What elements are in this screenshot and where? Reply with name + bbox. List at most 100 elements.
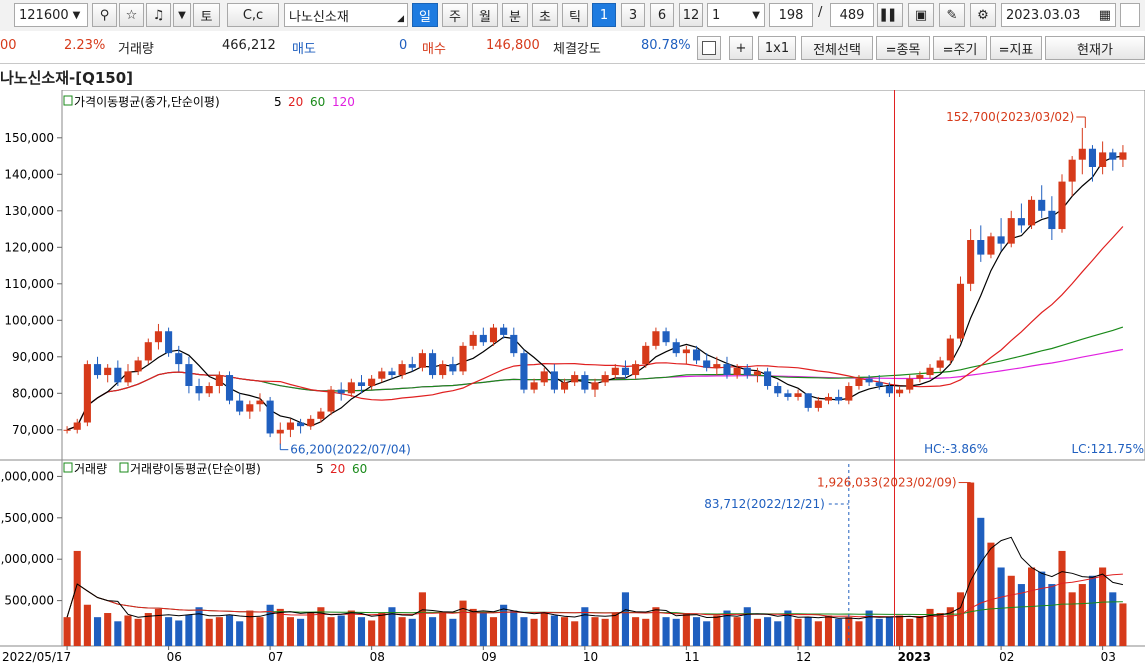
month-label: 10	[583, 650, 598, 664]
volume-bar	[632, 617, 640, 646]
volume-bar	[429, 617, 437, 646]
alert-button[interactable]: ♫	[146, 3, 171, 27]
select-all-button[interactable]: 전체선택	[801, 36, 873, 60]
calendar-icon[interactable]: ▦	[1098, 7, 1111, 23]
current-price-button[interactable]: 현재가	[1045, 36, 1145, 60]
option-checkbox[interactable]	[1120, 3, 1140, 27]
volume-bar	[845, 617, 853, 646]
volume-bar	[571, 621, 579, 646]
candle-body	[246, 404, 254, 412]
volume-legend-icon	[63, 462, 73, 473]
candle-body	[368, 378, 376, 386]
candle-body	[601, 375, 609, 383]
candle-body	[104, 367, 112, 376]
candle-body	[408, 364, 416, 368]
layout-1x1-button[interactable]: 1x1	[758, 36, 796, 60]
candle-body	[144, 342, 152, 361]
candle-body	[1058, 181, 1066, 230]
candle-body	[195, 386, 203, 394]
volume-bar	[83, 604, 91, 646]
draw-button[interactable]: ✎	[939, 3, 965, 27]
price-tick-label: 150,000	[4, 131, 54, 145]
volume-bar	[885, 617, 893, 646]
candle-body	[154, 331, 163, 343]
search-button[interactable]: ⚲	[92, 3, 117, 27]
save-button[interactable]: ▣	[908, 3, 934, 27]
volume-bar	[906, 618, 914, 646]
volume-bar	[266, 604, 274, 646]
candle-body	[337, 389, 345, 394]
tab-period-1[interactable]: 주	[442, 3, 468, 27]
tab-period-2[interactable]: 월	[472, 3, 498, 27]
date-field[interactable]: 2023.03.03 ▦	[1001, 3, 1116, 27]
candle-body	[896, 389, 904, 394]
volume-bar	[956, 592, 965, 646]
tab-period-3[interactable]: 분	[502, 3, 528, 27]
candle-body	[510, 334, 518, 354]
tab-period-5[interactable]: 틱	[562, 3, 588, 27]
corner-triangle-icon: ◢	[397, 14, 404, 24]
volume-bar	[439, 613, 447, 646]
stock-chart[interactable]: 70,000 80,000 90,000 100,000 110,000 120,000 1…	[0, 90, 1145, 664]
item-button[interactable]: =종목	[876, 36, 930, 60]
volume-bar	[926, 608, 934, 646]
month-label: 08	[370, 650, 385, 664]
volume-bar	[337, 615, 345, 646]
candle-body	[276, 429, 284, 434]
candle-body	[804, 393, 812, 408]
favorite-button[interactable]: ☆	[119, 3, 144, 27]
volume-bar	[936, 613, 944, 646]
candle-body	[926, 367, 934, 376]
ma20-line	[66, 226, 1124, 431]
candle-settings-button[interactable]: ▌▌	[877, 3, 903, 27]
volume-bar	[916, 617, 924, 646]
stock-code-combo[interactable]: 121600 ▼	[14, 3, 88, 27]
alert-dropdown[interactable]: ▼	[173, 3, 191, 27]
month-label: 2022/05/17	[2, 650, 71, 664]
chevron-down-icon[interactable]: ▼	[72, 9, 81, 21]
search-icon: ⚲	[99, 7, 110, 23]
price-tick-label: 140,000	[4, 167, 54, 181]
low-annotation: 66,200(2022/07/04)	[290, 443, 411, 457]
candle-body	[357, 382, 366, 386]
settings-button[interactable]: ⚙	[970, 3, 996, 27]
candle-body	[398, 364, 406, 376]
period-num-1[interactable]: 1	[592, 3, 616, 27]
total-count-field[interactable]: 489	[830, 3, 874, 27]
to-button[interactable]: 토	[193, 3, 220, 27]
indicator-button[interactable]: =지표	[990, 36, 1042, 60]
volume-bar	[114, 621, 122, 646]
display-count-field[interactable]: 198	[769, 3, 813, 27]
volume-bar	[124, 615, 132, 646]
ma60-line	[66, 326, 1124, 431]
volume-bar	[1109, 592, 1117, 646]
period-value-combo[interactable]: 1 ▼	[707, 3, 765, 27]
candle-body	[1038, 199, 1046, 211]
add-button[interactable]: +	[729, 36, 753, 60]
volume-bar	[500, 604, 508, 646]
candle-body	[560, 382, 569, 390]
period-num-3[interactable]: 3	[621, 3, 645, 27]
volume-bar	[307, 613, 315, 646]
lc-label: LC:121.75%	[1072, 442, 1145, 456]
stock-name-field[interactable]: 나노신소재 ◢	[284, 3, 408, 27]
volume-high-annotation: 1,926,033(2023/02/09)	[817, 476, 957, 490]
period-button[interactable]: =주기	[933, 36, 987, 60]
candle-body	[124, 371, 132, 383]
candle-body	[977, 240, 985, 255]
period-num-12[interactable]: 12	[679, 3, 703, 27]
volume-bar	[408, 618, 416, 646]
candle-body	[185, 364, 193, 386]
volume-bar	[195, 607, 203, 646]
volume-ma20-line	[66, 573, 1123, 618]
period-num-6[interactable]: 6	[650, 3, 674, 27]
month-label: 03	[1101, 650, 1116, 664]
volume-bar	[357, 617, 366, 646]
price-legend-period-20: 20	[288, 95, 303, 109]
candle-body	[266, 400, 274, 434]
cc-button[interactable]: C,c	[227, 3, 279, 27]
box-toggle-button[interactable]	[697, 36, 721, 60]
tab-period-0[interactable]: 일	[412, 3, 438, 27]
tab-period-4[interactable]: 초	[532, 3, 558, 27]
month-label: 09	[481, 650, 496, 664]
